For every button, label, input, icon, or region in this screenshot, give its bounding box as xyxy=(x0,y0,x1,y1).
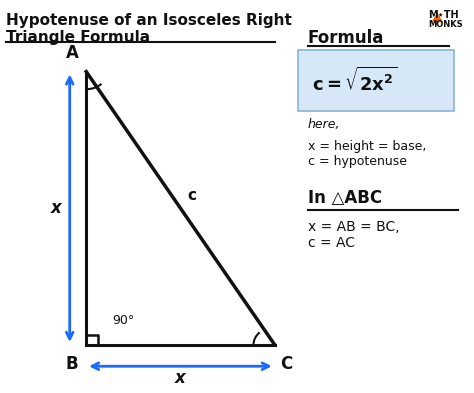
Text: x: x xyxy=(50,199,61,217)
Text: C: C xyxy=(280,354,292,373)
Text: 90°: 90° xyxy=(112,314,134,327)
Text: here,: here, xyxy=(308,118,340,131)
Text: In △ABC: In △ABC xyxy=(308,189,382,207)
Text: c: c xyxy=(188,188,197,203)
Text: x = AB = BC,
c = AC: x = AB = BC, c = AC xyxy=(308,220,399,250)
Text: A: A xyxy=(65,44,79,62)
Text: Formula: Formula xyxy=(308,29,384,47)
Text: x: x xyxy=(175,369,186,387)
Text: Hypotenuse of an Isosceles Right
Triangle Formula: Hypotenuse of an Isosceles Right Triangl… xyxy=(6,13,292,46)
Text: M⋆TH: M⋆TH xyxy=(428,10,458,20)
FancyBboxPatch shape xyxy=(298,50,454,111)
Text: x = height = base,
c = hypotenuse: x = height = base, c = hypotenuse xyxy=(308,140,426,168)
Text: $\mathbf{c = \sqrt{2x^2}}$: $\mathbf{c = \sqrt{2x^2}}$ xyxy=(312,66,397,94)
Polygon shape xyxy=(433,14,442,22)
Text: B: B xyxy=(66,354,78,373)
Text: MONKS: MONKS xyxy=(428,20,463,29)
